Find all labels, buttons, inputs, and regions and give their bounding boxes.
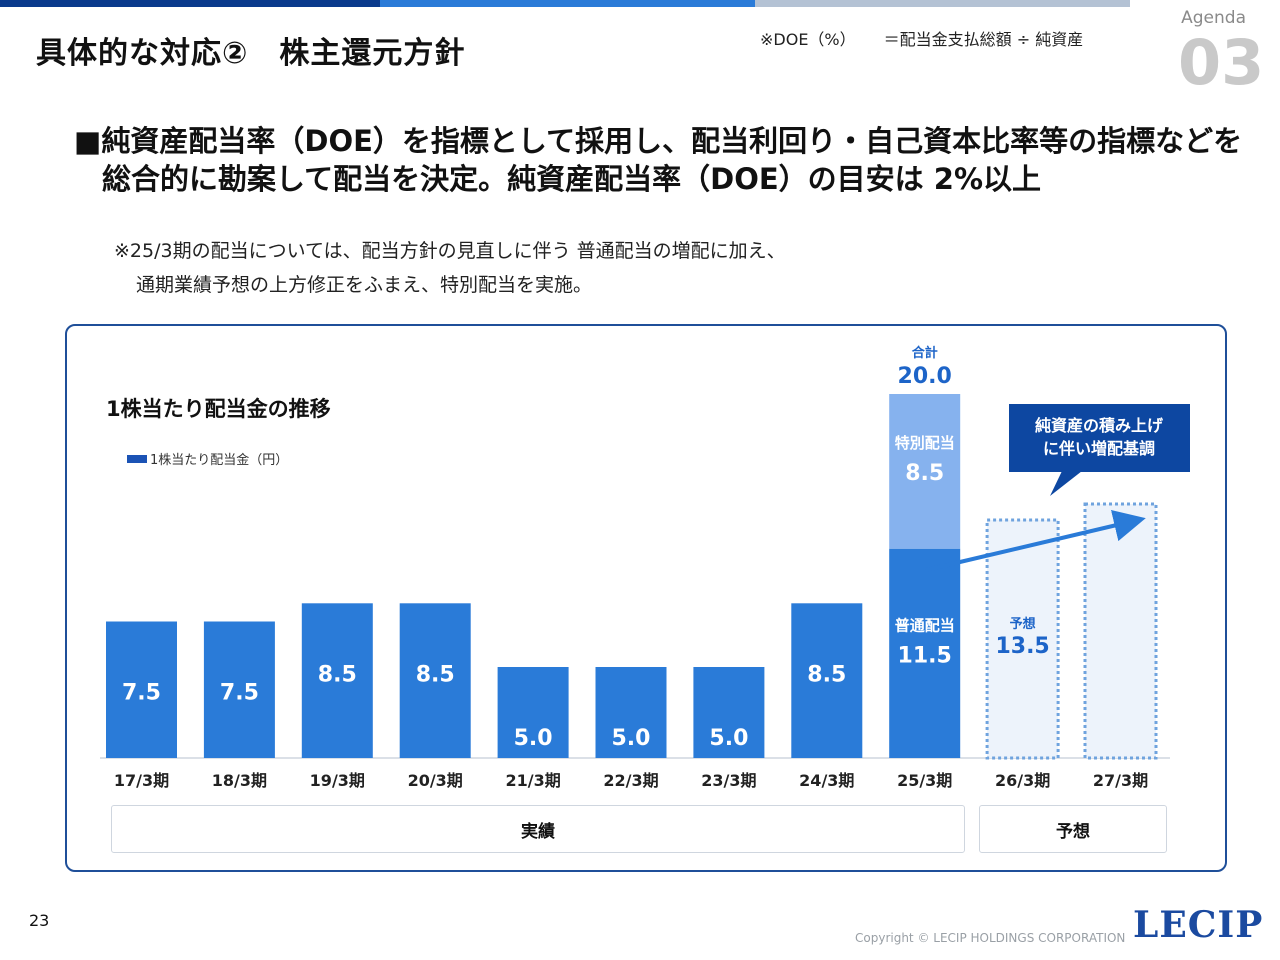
bar-value-label-7: 5.0	[709, 726, 748, 751]
bar-regular-series-label: 普通配当	[895, 617, 955, 635]
x-tick-label-3: 19/3期	[310, 771, 365, 790]
x-tick-label-6: 22/3期	[603, 771, 658, 790]
x-tick-label-5: 21/3期	[505, 771, 560, 790]
bar-value-label-1: 7.5	[122, 681, 161, 706]
bar-special-9	[889, 394, 961, 549]
note: ※25/3期の配当については、配当方針の見直しに伴う 普通配当の増配に加え、 通…	[114, 234, 786, 302]
x-tick-label-9: 25/3期	[897, 771, 952, 790]
annotation-text-line-2: に伴い増配基調	[1043, 439, 1155, 458]
bar-regular-5	[497, 667, 569, 758]
chart-legend: 1株当たり配当金（円）	[127, 449, 288, 468]
x-tick-label-2: 18/3期	[212, 771, 267, 790]
total-label: 合計	[912, 345, 938, 361]
bar-value-label-5: 5.0	[514, 726, 553, 751]
note-line-2: 通期業績予想の上方修正をふまえ、特別配当を実施。	[136, 274, 593, 296]
bar-special-series-label: 特別配当	[895, 434, 955, 452]
x-tick-label-8: 24/3期	[799, 771, 854, 790]
headline-line-1: ■純資産配当率（DOE）を指標として採用し、配当利回り・自己資本比率等の指標など…	[74, 124, 1243, 158]
bar-regular-4	[399, 603, 471, 758]
top-accent-bar-light	[755, 0, 1130, 7]
top-accent-bar-dark	[0, 0, 380, 7]
period-forecast-box: 予想	[979, 805, 1167, 853]
forecast-label: 予想	[1010, 616, 1036, 632]
forecast-box-2	[1083, 502, 1158, 760]
bar-value-label-6: 5.0	[612, 726, 651, 751]
chart-title: 1株当たり配当金の推移	[106, 397, 331, 421]
page-title: 具体的な対応② 株主還元方針	[36, 36, 466, 71]
bar-regular-8	[791, 603, 863, 758]
x-tick-label-7: 23/3期	[701, 771, 756, 790]
bar-regular-1	[106, 621, 177, 758]
doe-definition: ※DOE（%） ＝配当金支払総額 ÷ 純資産	[760, 26, 1083, 50]
page-number: 23	[29, 911, 50, 930]
annotation-box	[1009, 404, 1190, 472]
headline: ■純資産配当率（DOE）を指標として採用し、配当利回り・自己資本比率等の指標など…	[74, 122, 1244, 198]
annotation-text-line-1: 純資産の積み上げ	[1035, 416, 1164, 435]
doe-formula: ＝配当金支払総額 ÷ 純資産	[883, 30, 1084, 49]
annotation-pointer	[1050, 471, 1082, 496]
legend-swatch	[127, 454, 147, 463]
bar-value-label-3: 8.5	[318, 662, 357, 687]
bar-regular-6	[595, 667, 667, 758]
x-tick-label-11: 27/3期	[1093, 771, 1148, 790]
agenda-number: 03	[1178, 26, 1265, 99]
x-tick-label-10: 26/3期	[995, 771, 1050, 790]
bar-value-label-2: 7.5	[220, 681, 259, 706]
forecast-box-1	[985, 518, 1060, 760]
period-actual-label: 実績	[521, 821, 555, 842]
copyright-text: Copyright © LECIP HOLDINGS CORPORATION	[855, 931, 1126, 945]
bar-value-label-4: 8.5	[416, 662, 455, 687]
x-tick-label-1: 17/3期	[114, 771, 169, 790]
headline-line-2: 総合的に勘案して配当を決定。純資産配当率（DOE）の目安は 2%以上	[102, 162, 1041, 196]
total-value: 20.0	[898, 364, 952, 389]
legend-label: 1株当たり配当金（円）	[150, 453, 289, 468]
bar-regular-2	[203, 621, 275, 758]
x-tick-label-4: 20/3期	[408, 771, 463, 790]
forecast-value: 13.5	[995, 634, 1049, 659]
bar-special-value-label: 8.5	[905, 461, 944, 486]
doe-label: ※DOE（%）	[760, 30, 856, 49]
top-accent-bar-mid	[380, 0, 755, 7]
chart-panel	[65, 324, 1227, 872]
bar-regular-value-label: 11.5	[898, 644, 952, 669]
period-actual-box: 実績	[111, 805, 965, 853]
note-line-1: ※25/3期の配当については、配当方針の見直しに伴う 普通配当の増配に加え、	[114, 240, 786, 262]
bar-regular-9	[889, 548, 961, 758]
bar-regular-7	[693, 667, 765, 758]
bar-value-label-8: 8.5	[807, 662, 846, 687]
trend-arrow	[925, 509, 1146, 572]
bar-regular-3	[301, 603, 373, 758]
lecip-logo: LECIP	[1133, 904, 1264, 946]
agenda-label: Agenda	[1181, 8, 1246, 28]
period-forecast-label: 予想	[1056, 821, 1090, 842]
